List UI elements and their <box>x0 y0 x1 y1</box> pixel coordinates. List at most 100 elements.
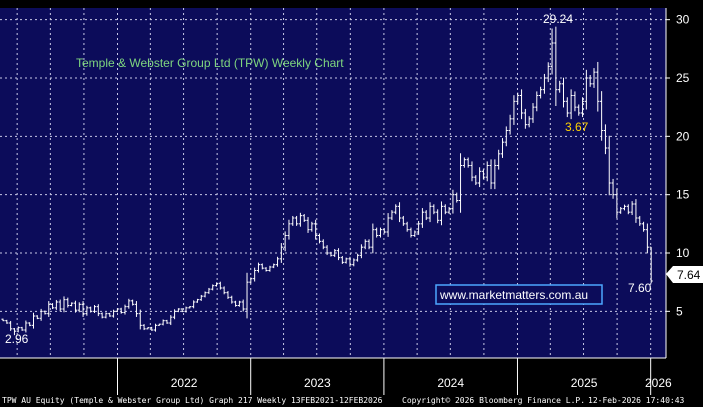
ohlc-bar <box>352 258 356 267</box>
ohlc-bar <box>268 265 272 272</box>
footer-copyright: Copyright© 2026 Bloomberg Finance L.P. <box>402 396 586 405</box>
ohlc-bar <box>43 310 47 315</box>
ohlc-bar <box>375 227 379 238</box>
ohlc-bar <box>409 227 413 238</box>
ohlc-bar <box>218 281 222 290</box>
ohlc-bar <box>565 97 569 118</box>
ohlc-bar <box>348 256 352 267</box>
ohlc-bar <box>325 245 329 256</box>
ohlc-bar <box>474 175 478 186</box>
ohlc-bar <box>260 263 264 270</box>
ohlc-bar <box>96 304 100 317</box>
ohlc-bar <box>134 301 139 317</box>
ohlc-bar <box>214 282 219 287</box>
ohlc-bar <box>573 91 577 112</box>
ohlc-bar <box>12 328 17 336</box>
ohlc-bar <box>161 319 165 326</box>
ohlc-bar <box>539 86 543 99</box>
ohlc-bar <box>649 246 653 284</box>
ohlc-bar <box>493 159 497 190</box>
low-annotation: 2.96 <box>5 332 29 346</box>
ohlc-bar <box>115 308 119 313</box>
ohlc-bar <box>405 221 409 232</box>
ohlc-bar <box>394 204 398 215</box>
ohlc-bar <box>634 199 638 223</box>
ohlc-bar <box>226 291 230 299</box>
x-tick-label: 2024 <box>437 376 464 390</box>
ohlc-bar <box>630 201 634 216</box>
ohlc-bar <box>432 204 436 215</box>
ohlc-bar <box>169 315 173 326</box>
ohlc-bar <box>470 161 474 182</box>
ohlc-bar <box>584 69 588 110</box>
ohlc-bar <box>397 202 402 223</box>
ohlc-bar <box>237 300 241 307</box>
ohlc-bar <box>336 248 341 261</box>
ohlc-bar <box>222 286 226 295</box>
ohlc-bar <box>615 188 619 219</box>
chart-title: Temple & Webster Group Ltd (TPW) Weekly … <box>76 56 344 70</box>
mid-annotation: 3.67 <box>565 120 589 134</box>
ohlc-bar <box>287 219 291 240</box>
ohlc-bar <box>203 291 207 298</box>
ohlc-bar <box>314 219 318 240</box>
ohlc-bar <box>146 327 150 330</box>
ohlc-bar <box>466 157 470 168</box>
ohlc-bar <box>401 215 405 226</box>
ohlc-bar <box>531 103 535 123</box>
ohlc-bar <box>535 91 539 112</box>
watermark: www.marketmatters.com.au <box>435 284 603 305</box>
ohlc-bar <box>329 251 333 257</box>
ohlc-bar <box>371 223 375 254</box>
footer-security-info: TPW AU Equity (Temple & Webster Group Lt… <box>2 396 383 405</box>
ohlc-bar <box>588 74 592 87</box>
ohlc-bar <box>413 230 417 237</box>
ohlc-bar <box>497 149 501 170</box>
ohlc-bar <box>554 26 558 106</box>
ohlc-bar <box>142 324 146 331</box>
y-tick-label: 10 <box>676 246 690 260</box>
ohlc-bar <box>1 318 5 322</box>
ohlc-bar <box>81 301 85 317</box>
ohlc-bar <box>70 302 74 307</box>
last-price-tag: 7.64 <box>666 266 703 283</box>
ohlc-bar <box>39 308 43 321</box>
ohlc-bar <box>310 221 314 232</box>
ohlc-bar <box>424 210 428 221</box>
ohlc-bar <box>451 189 455 214</box>
ohlc-bar <box>291 215 295 226</box>
ohlc-bar <box>577 104 581 116</box>
ohlc-bar <box>195 298 200 303</box>
ohlc-bar <box>596 61 600 112</box>
ohlc-bar <box>85 305 89 316</box>
ohlc-bar <box>611 178 615 199</box>
ohlc-bar <box>298 212 303 227</box>
ohlc-bar <box>47 301 51 317</box>
ohlc-bar <box>73 300 78 313</box>
ohlc-bar <box>264 267 268 272</box>
ohlc-bar <box>367 239 371 250</box>
ohlc-bar <box>131 299 135 306</box>
ohlc-bar <box>359 244 364 259</box>
ohlc-bar <box>344 257 348 264</box>
ohlc-bar <box>638 215 642 226</box>
ohlc-bar <box>592 68 596 88</box>
ohlc-bar <box>519 89 524 120</box>
watermark-text: www.marketmatters.com.au <box>439 288 588 302</box>
last-price-tag-label: 7.64 <box>677 268 701 282</box>
ohlc-bar <box>504 126 508 147</box>
ohlc-bar <box>199 294 203 301</box>
ohlc-bar <box>119 307 123 314</box>
ohlc-bar <box>207 287 211 294</box>
ohlc-bar <box>603 124 608 155</box>
ohlc-bar <box>516 92 520 105</box>
y-tick-label: 5 <box>676 304 683 318</box>
high-annotation: 29.24 <box>543 12 573 26</box>
ohlc-bar <box>256 262 261 273</box>
footer-bar: TPW AU Equity (Temple & Webster Group Lt… <box>0 395 703 407</box>
ohlc-bar <box>447 206 451 214</box>
ohlc-bar <box>20 326 24 331</box>
ohlc-bar <box>417 220 421 235</box>
ohlc-bar <box>24 320 28 333</box>
